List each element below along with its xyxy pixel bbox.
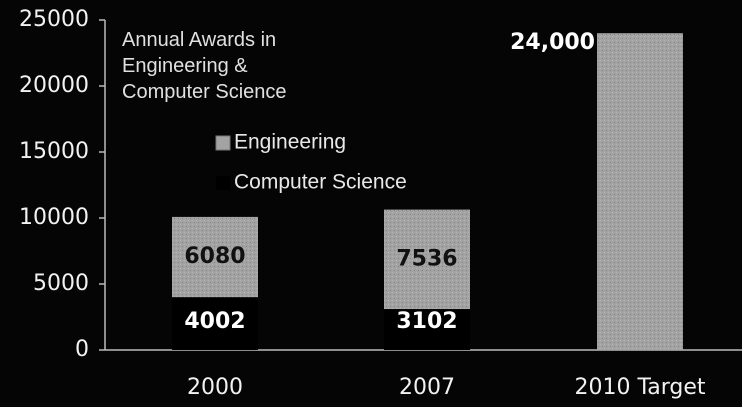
data-label: 24,000 xyxy=(510,30,595,55)
data-label: 4002 xyxy=(184,309,245,334)
x-tick-label: 2000 xyxy=(187,375,243,400)
legend-label: Engineering xyxy=(234,131,346,154)
data-label: 6080 xyxy=(184,244,245,269)
y-tick-label: 0 xyxy=(75,337,89,362)
legend-swatch xyxy=(215,135,231,151)
y-tick-label: 5000 xyxy=(33,271,89,296)
bar-segment xyxy=(172,297,258,350)
x-tick-label: 2007 xyxy=(399,375,455,400)
y-tick-label: 15000 xyxy=(19,139,89,164)
data-label: 7536 xyxy=(396,246,457,271)
bar-texture xyxy=(172,216,258,298)
x-tick-label: 2010 Target xyxy=(574,375,705,400)
bar-texture xyxy=(384,209,470,310)
y-tick-label: 25000 xyxy=(19,7,89,32)
bar-segment xyxy=(384,309,470,350)
y-tick-label: 20000 xyxy=(19,73,89,98)
chart-title: Annual Awards in Engineering & Computer … xyxy=(122,29,287,103)
y-tick-label: 10000 xyxy=(19,205,89,230)
legend-label: Computer Science xyxy=(234,171,407,194)
data-label: 3102 xyxy=(396,309,457,334)
legend-swatch xyxy=(216,176,230,190)
bar-texture xyxy=(597,33,683,350)
